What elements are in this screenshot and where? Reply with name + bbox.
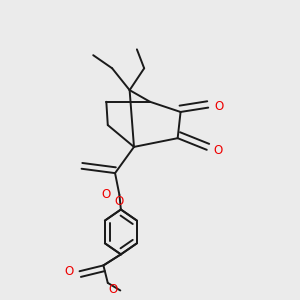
Text: O: O <box>64 265 74 278</box>
Text: O: O <box>102 188 111 201</box>
Text: O: O <box>108 284 118 296</box>
Text: O: O <box>214 144 223 157</box>
Text: O: O <box>215 100 224 113</box>
Text: O: O <box>115 195 124 208</box>
